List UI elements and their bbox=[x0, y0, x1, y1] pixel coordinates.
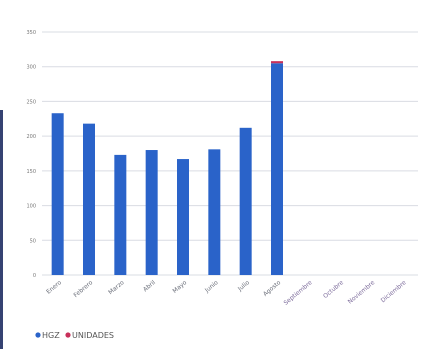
x-tick-label: Junio bbox=[203, 279, 220, 295]
x-tick-label: Agosto bbox=[262, 279, 283, 298]
bar-hgz-agosto bbox=[271, 63, 283, 275]
bar-hgz-mayo bbox=[177, 159, 189, 275]
x-tick-label: Diciembre bbox=[380, 279, 408, 304]
bar-unidades-agosto bbox=[271, 61, 283, 64]
bars bbox=[51, 61, 283, 275]
x-tick-label: Septiembre bbox=[283, 279, 314, 307]
bar-hgz-julio bbox=[239, 127, 252, 275]
y-axis-ticks: 0 50 100 150 200 250 300 350 bbox=[26, 30, 36, 279]
bar-hgz-enero bbox=[51, 113, 64, 275]
legend-marker-hgz bbox=[35, 332, 41, 338]
bar-hgz-junio bbox=[208, 149, 221, 275]
bar-hgz-abril bbox=[145, 150, 158, 275]
y-tick-label: 350 bbox=[26, 30, 36, 36]
legend-marker-unidades bbox=[65, 332, 71, 338]
x-tick-label: Marzo bbox=[107, 279, 126, 296]
y-tick-label: 0 bbox=[33, 273, 36, 279]
y-tick-label: 300 bbox=[26, 65, 36, 71]
x-tick-label: Febrero bbox=[72, 279, 94, 299]
y-tick-label: 100 bbox=[26, 204, 36, 210]
y-tick-label: 250 bbox=[26, 99, 36, 105]
left-edge-border bbox=[0, 110, 3, 349]
legend-label-unidades: UNIDADES bbox=[72, 331, 114, 340]
x-tick-label: Abril bbox=[142, 279, 157, 293]
x-axis-ticks: Enero Febrero Marzo Abril Mayo Junio Julio Agos… bbox=[45, 279, 408, 307]
gridlines bbox=[42, 31, 418, 276]
x-tick-label: Mayo bbox=[171, 279, 188, 295]
x-tick-label: Julio bbox=[236, 279, 251, 293]
x-tick-label: Octubre bbox=[322, 279, 345, 300]
x-tick-label: Enero bbox=[45, 279, 63, 296]
bar-hgz-marzo bbox=[114, 154, 127, 275]
legend: HGZ UNIDADES bbox=[35, 331, 114, 340]
x-tick-label: Noviembre bbox=[347, 279, 377, 306]
y-tick-label: 200 bbox=[26, 134, 36, 140]
y-tick-label: 50 bbox=[30, 238, 36, 244]
bar-hgz-febrero bbox=[83, 123, 95, 275]
legend-label-hgz: HGZ bbox=[42, 331, 60, 340]
y-tick-label: 150 bbox=[26, 169, 36, 175]
